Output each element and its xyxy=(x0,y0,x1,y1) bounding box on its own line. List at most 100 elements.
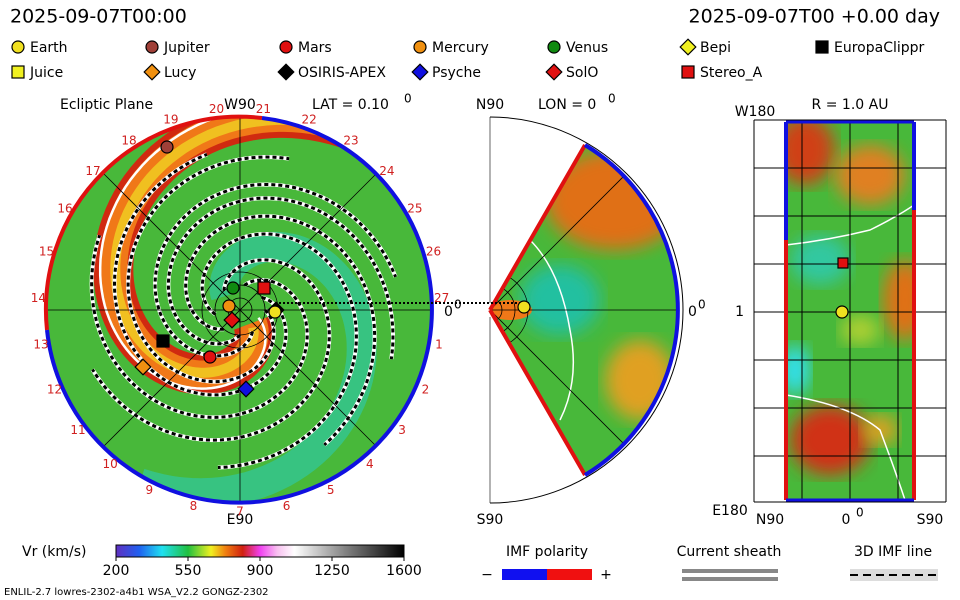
degree: 0 xyxy=(856,506,864,520)
legend-label: Lucy xyxy=(164,65,196,81)
legend-label: EuropaClippr xyxy=(834,40,925,56)
meridional-panel xyxy=(488,116,684,504)
speed-blob xyxy=(835,145,905,205)
longitude-label: 9 xyxy=(146,483,154,497)
colorbar-tick-label: 550 xyxy=(175,563,202,579)
axis-label: N90 xyxy=(476,97,504,113)
imf-line xyxy=(184,214,377,446)
marker xyxy=(681,65,695,79)
colorbar-tick-label: 1250 xyxy=(314,563,350,579)
sheath xyxy=(529,239,575,421)
panel-title: R = 1.0 AU xyxy=(812,97,889,113)
longitude-label: 5 xyxy=(327,483,335,497)
marker xyxy=(257,281,271,295)
key-sign: − xyxy=(481,567,493,583)
footer: ENLIL-2.7 lowres-2302-a4b1 WSA_V2.2 GONG… xyxy=(4,587,269,598)
legend-label: Mars xyxy=(298,40,332,56)
speed-blob xyxy=(883,260,914,340)
longitude-label: 19 xyxy=(163,113,178,127)
legend-label: Mercury xyxy=(432,40,489,56)
lat-label: LAT = 0.10 xyxy=(312,97,389,113)
axis-label: 1 xyxy=(735,304,744,320)
longitude-label: 24 xyxy=(379,164,394,178)
legend-label: Psyche xyxy=(432,65,481,81)
axis-label: N90 xyxy=(756,512,784,528)
longitude-label: 13 xyxy=(33,338,48,352)
key-title: Current sheath xyxy=(677,544,782,560)
polarity-arc xyxy=(45,116,434,505)
panel-title: Ecliptic Plane xyxy=(60,97,153,113)
polarity-edge xyxy=(786,120,914,502)
marker xyxy=(222,299,236,313)
longitude-label: 4 xyxy=(366,457,374,471)
polarity-edge xyxy=(784,122,916,240)
colorbar-label: Vr (km/s) xyxy=(22,544,86,560)
marker xyxy=(237,380,255,398)
marker xyxy=(203,350,217,364)
longitude-label: 17 xyxy=(85,164,100,178)
longitude-label: 15 xyxy=(39,245,54,259)
axis-label: 0 xyxy=(842,512,851,528)
imf-line xyxy=(153,182,397,358)
marker xyxy=(413,40,427,54)
marker xyxy=(547,40,561,54)
longitude-label: 14 xyxy=(31,291,46,305)
longitude-label: 23 xyxy=(343,134,358,148)
speed-blob xyxy=(790,235,850,285)
marker xyxy=(11,65,25,79)
axis-label: W180 xyxy=(735,104,776,120)
longitude-label: 26 xyxy=(426,245,441,259)
imf-line xyxy=(112,153,288,397)
longitude-label: 22 xyxy=(301,113,316,127)
legend-label: SolO xyxy=(566,65,598,81)
marker xyxy=(143,63,161,81)
imf-line xyxy=(90,234,309,419)
lon-label: LON = 0 xyxy=(538,97,596,113)
imf-line xyxy=(126,155,290,384)
longitude-label: 2 xyxy=(422,383,430,397)
radial-panel xyxy=(786,122,914,500)
axis-label: 0 xyxy=(444,304,453,320)
marker xyxy=(226,281,240,295)
imf-line xyxy=(200,232,358,469)
polarity-negative xyxy=(502,569,547,580)
speed-blob xyxy=(786,122,835,185)
longitude-label: 11 xyxy=(70,423,85,437)
sheath xyxy=(786,204,914,246)
speed-blob xyxy=(786,345,810,395)
legend-label: Earth xyxy=(30,40,68,56)
longitude-label: 1 xyxy=(435,338,443,352)
longitude-label: 8 xyxy=(190,499,198,513)
marker xyxy=(279,40,293,54)
marker xyxy=(145,40,159,54)
axis-label: S90 xyxy=(917,512,944,528)
degree: 0 xyxy=(608,92,616,106)
legend-label: Bepi xyxy=(700,40,731,56)
legend-label: Venus xyxy=(566,40,608,56)
time-offset: 2025-09-07T00 +0.00 day xyxy=(689,6,940,28)
imf-line xyxy=(91,258,331,442)
speed-band xyxy=(110,117,374,378)
axis-label: E180 xyxy=(712,503,748,519)
marker xyxy=(815,40,829,54)
longitude-label: 10 xyxy=(103,457,118,471)
key-sign: + xyxy=(600,567,612,583)
marker xyxy=(11,40,25,54)
marker xyxy=(160,140,174,154)
marker xyxy=(545,63,563,81)
legend-label: Jupiter xyxy=(163,40,210,56)
legend-label: OSIRIS-APEX xyxy=(298,65,386,81)
axis-label: S90 xyxy=(477,512,504,528)
key-title: 3D IMF line xyxy=(854,544,932,560)
marker xyxy=(517,300,531,314)
longitude-label: 6 xyxy=(283,499,291,513)
colorbar-tick-label: 900 xyxy=(247,563,274,579)
ecliptic-panel xyxy=(43,114,434,505)
marker xyxy=(156,334,170,348)
key-title: IMF polarity xyxy=(506,544,588,560)
longitude-label: 25 xyxy=(407,202,422,216)
axis-label: 0 xyxy=(688,304,697,320)
longitude-label: 20 xyxy=(209,102,224,116)
